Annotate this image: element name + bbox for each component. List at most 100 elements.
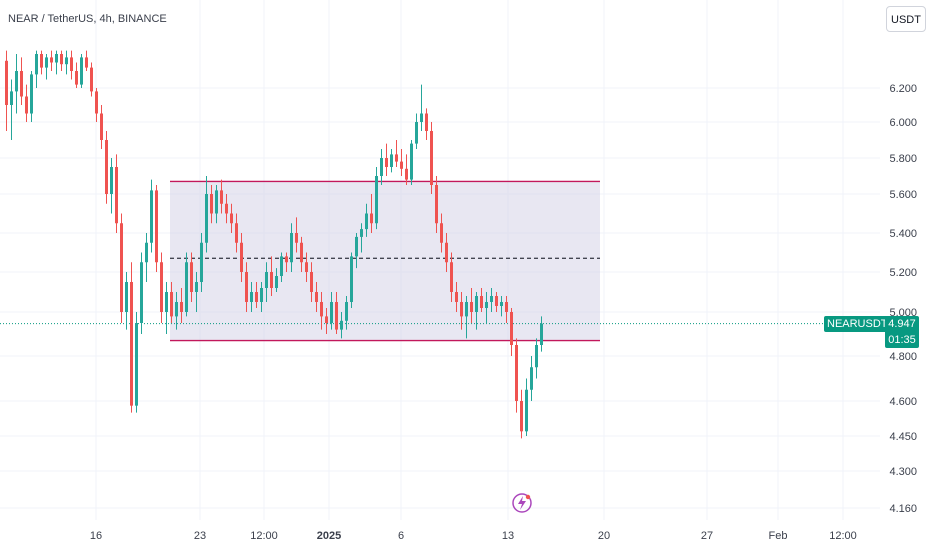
candle-body [120,223,123,312]
candle [255,282,258,308]
candle-body [145,242,148,263]
candle-body [385,158,388,167]
candle-body [430,131,433,185]
candle-body [510,312,513,345]
chart-title: NEAR / TetherUS, 4h, BINANCE [8,13,167,25]
candle [95,88,98,122]
candle [350,252,353,308]
candle-body [100,113,103,140]
x-tick-label: 12:00 [250,530,278,542]
candle [450,252,453,302]
candle [325,308,328,334]
candle-body [220,190,223,204]
y-tick-label: 4.160 [889,503,917,515]
candle-body [225,203,228,214]
candle [40,50,43,75]
candle [280,252,283,282]
candle [290,223,293,272]
candle-body [345,302,348,321]
x-axis[interactable]: 16 23 12:00 2025 6 13 20 27 Feb 12:00 [90,530,857,542]
x-tick-label: 27 [701,530,713,542]
candle [540,316,543,352]
candle-body [375,176,378,224]
candle-body [400,161,403,169]
candle-body [230,213,233,224]
candle-body [45,57,48,68]
candle-body [415,122,418,144]
candle-body [490,296,493,302]
candle [405,154,408,185]
candle [125,272,128,330]
candle [230,203,233,233]
candle-body [80,57,83,85]
lightning-icon[interactable] [512,493,532,513]
candle-body [55,54,58,63]
candle [460,292,463,330]
candle [45,54,48,80]
candle [420,84,423,131]
y-axis[interactable]: 6.2006.0005.8005.6005.4005.2005.0004.800… [889,83,917,515]
candle-body [200,242,203,282]
candle-body [290,233,293,263]
candle-body [390,154,393,167]
candle [100,105,103,149]
y-tick-label: 6.000 [889,117,917,129]
candle-body [75,71,78,85]
candle [285,252,288,272]
candle-body [95,91,98,114]
candle-body [455,292,458,302]
candle-body [525,389,528,432]
candle-body [165,292,168,312]
candle-body [155,190,158,263]
candle-body [170,292,173,317]
candle [165,282,168,334]
candle-body [360,229,363,237]
candle [315,282,318,312]
candle-body [305,262,308,272]
candle [145,233,148,282]
candle-body [470,302,473,312]
candle-body [195,282,198,292]
candle-body [210,194,213,214]
candle [300,236,303,272]
candle [260,282,263,312]
candle [295,217,298,253]
x-tick-label: 16 [90,530,102,542]
candle [340,312,343,339]
candle-body [30,74,33,114]
candle [265,262,268,302]
candle [435,176,438,233]
candle-body [190,262,193,292]
candle [5,50,8,131]
range-box[interactable] [170,181,600,341]
x-tick-label: 2025 [317,530,341,542]
candle [335,292,338,334]
candle [505,296,508,323]
candle-body [410,143,413,180]
candle [530,356,533,401]
candle [495,292,498,312]
currency-button[interactable]: USDT [886,6,926,32]
candle [310,262,313,302]
candle [415,113,418,149]
y-tick-label: 6.200 [889,83,917,95]
candle [330,292,333,330]
candle-body [270,272,273,288]
candle-body [140,262,143,323]
candle-body [395,154,398,162]
candle [220,179,223,214]
y-tick-label: 4.800 [889,351,917,363]
candle-body [515,345,518,401]
candle-body [485,302,488,308]
symbol-tag: NEARUSDT [824,316,891,332]
x-tick-label: 12:00 [829,530,857,542]
candle [370,194,373,233]
candle [520,389,523,439]
candle [85,50,88,71]
candle-body [370,213,373,224]
candle [535,338,538,379]
candle [485,292,488,323]
candle [140,252,143,334]
